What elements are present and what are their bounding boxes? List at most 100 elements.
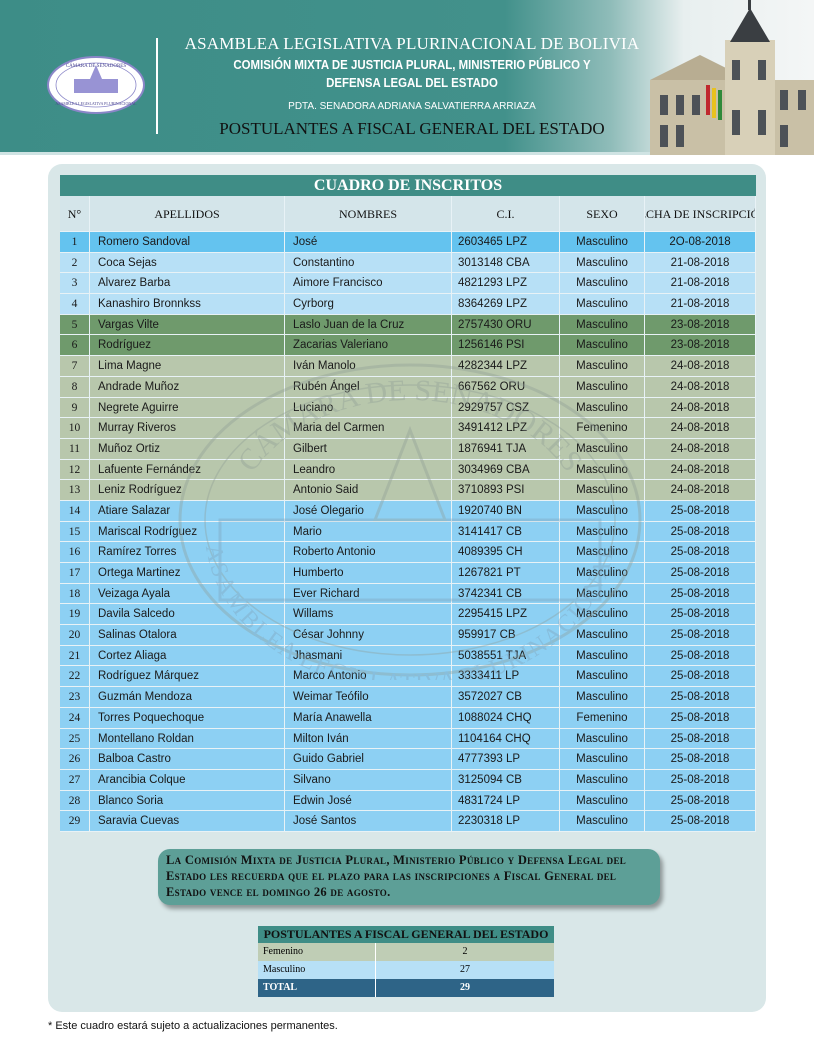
header-divider <box>156 38 158 134</box>
cell-number: 22 <box>60 666 90 687</box>
cell-number: 17 <box>60 563 90 583</box>
cell-date: 24-08-2018 <box>645 480 756 500</box>
cell-number: 5 <box>60 314 90 335</box>
cell-surnames: Davila Salcedo <box>90 604 285 625</box>
cell-ci: 959917 CB <box>452 625 560 645</box>
cell-ci: 1104164 CHQ <box>452 728 560 749</box>
cell-surnames: Lafuente Fernández <box>90 459 285 480</box>
cell-surnames: Ramírez Torres <box>90 542 285 562</box>
cell-names: Aimore Francisco <box>285 273 452 294</box>
cell-date: 25-08-2018 <box>645 687 756 707</box>
cell-number: 6 <box>60 335 90 356</box>
cell-sex: Masculino <box>560 480 645 500</box>
senate-seal-logo: CÁMARA DE SENADORES ASAMBLEA LEGISLATIVA… <box>47 56 145 114</box>
cell-date: 25-08-2018 <box>645 707 756 728</box>
table-row: 16 Ramírez Torres Roberto Antonio 4089395 C… <box>60 542 756 563</box>
table-row: 7 Lima Magne Iván Manolo 4282344 LPZ Masculi… <box>60 356 756 377</box>
svg-text:ASAMBLEA LEGISLATIVA PLURINACI: ASAMBLEA LEGISLATIVA PLURINACIONAL <box>55 101 137 106</box>
cell-ci: 4089395 CH <box>452 542 560 562</box>
cell-date: 24-08-2018 <box>645 356 756 376</box>
cell-names: Marco Antonio <box>285 666 452 687</box>
cell-ci: 5038551 TJA <box>452 645 560 666</box>
cell-date: 25-08-2018 <box>645 521 756 542</box>
cell-sex: Masculino <box>560 769 645 790</box>
cell-names: Maria del Carmen <box>285 418 452 438</box>
cell-number: 3 <box>60 273 90 294</box>
cell-number: 25 <box>60 728 90 749</box>
col-header-number: N° <box>60 196 90 231</box>
cell-surnames: Romero Sandoval <box>90 232 285 252</box>
cell-date: 2O-08-2018 <box>645 232 756 252</box>
cell-ci: 1920740 BN <box>452 500 560 521</box>
cell-date: 25-08-2018 <box>645 563 756 583</box>
table-row: 19 Davila Salcedo Willams 2295415 LPZ Mascul… <box>60 604 756 626</box>
cell-sex: Masculino <box>560 811 645 831</box>
cell-surnames: Leniz Rodríguez <box>90 480 285 500</box>
cell-sex: Masculino <box>560 376 645 397</box>
table-row: 2 Coca Sejas Constantino 3013148 CBA Masculi… <box>60 252 756 274</box>
cell-number: 8 <box>60 376 90 397</box>
cell-date: 24-08-2018 <box>645 459 756 480</box>
cell-date: 25-08-2018 <box>645 811 756 831</box>
cell-ci: 4282344 LPZ <box>452 356 560 376</box>
cell-names: Edwin José <box>285 790 452 811</box>
cell-ci: 1256146 PSI <box>452 335 560 356</box>
cell-surnames: Veizaga Ayala <box>90 583 285 604</box>
cell-sex: Masculino <box>560 521 645 542</box>
cell-ci: 3013148 CBA <box>452 252 560 273</box>
table-row: 21 Cortez Aliaga Jhasmani 5038551 TJA Mascul… <box>60 645 756 667</box>
cell-surnames: Vargas Vilte <box>90 314 285 335</box>
cell-surnames: Rodríguez Márquez <box>90 666 285 687</box>
summary-row-female: Femenino 2 <box>258 943 554 961</box>
cell-names: Humberto <box>285 563 452 583</box>
cell-ci: 2929757 CSZ <box>452 397 560 418</box>
cell-sex: Masculino <box>560 397 645 418</box>
cell-ci: 3742341 CB <box>452 583 560 604</box>
cell-surnames: Lima Magne <box>90 356 285 376</box>
cell-names: Cyrborg <box>285 294 452 314</box>
table-row: 22 Rodríguez Márquez Marco Antonio 3333411 … <box>60 666 756 688</box>
cell-surnames: Ortega Martinez <box>90 563 285 583</box>
table-row: 8 Andrade Muñoz Rubén Ángel 667562 ORU Mascu… <box>60 376 756 398</box>
table-row: 1 Romero Sandoval José 2603465 LPZ Masculino… <box>60 232 756 253</box>
president-name: PDTA. SENADORA ADRIANA SALVATIERRA ARRIA… <box>288 101 536 112</box>
cell-surnames: Andrade Muñoz <box>90 376 285 397</box>
summary-table: POSTULANTES A FISCAL GENERAL DEL ESTADO … <box>258 926 554 997</box>
cell-names: Antonio Said <box>285 480 452 500</box>
table-row: 3 Alvarez Barba Aimore Francisco 4821293 LP… <box>60 273 756 295</box>
cell-sex: Masculino <box>560 500 645 521</box>
cell-number: 1 <box>60 232 90 252</box>
summary-row-total: TOTAL 29 <box>258 979 554 997</box>
cell-surnames: Coca Sejas <box>90 252 285 273</box>
cell-sex: Masculino <box>560 335 645 356</box>
table-title: CUADRO DE INSCRITOS <box>60 175 756 196</box>
table-row: 26 Balboa Castro Guido Gabriel 4777393 LP Ma… <box>60 749 756 770</box>
legislative-palace-image <box>650 0 814 155</box>
cell-sex: Masculino <box>560 666 645 687</box>
cell-surnames: Blanco Soria <box>90 790 285 811</box>
cell-sex: Femenino <box>560 418 645 438</box>
cell-date: 25-08-2018 <box>645 728 756 749</box>
cell-surnames: Montellano Roldan <box>90 728 285 749</box>
table-row: 27 Arancibia Colque Silvano 3125094 CB Mascu… <box>60 769 756 791</box>
cell-surnames: Atiare Salazar <box>90 500 285 521</box>
table-row: 6 Rodríguez Zacarias Valeriano 1256146 PSI M… <box>60 335 756 357</box>
svg-text:CÁMARA DE SENADORES: CÁMARA DE SENADORES <box>66 63 127 69</box>
commission-name: COMISIÓN MIXTA DE JUSTICIA PLURAL, MINIS… <box>233 57 591 90</box>
cell-names: Leandro <box>285 459 452 480</box>
cell-ci: 3141417 CB <box>452 521 560 542</box>
cell-sex: Masculino <box>560 728 645 749</box>
cell-names: Laslo Juan de la Cruz <box>285 314 452 335</box>
cell-names: Rubén Ángel <box>285 376 452 397</box>
cell-date: 25-08-2018 <box>645 625 756 645</box>
col-header-ci: C.I. <box>452 196 560 231</box>
cell-number: 4 <box>60 294 90 314</box>
cell-names: Zacarias Valeriano <box>285 335 452 356</box>
cell-names: Mario <box>285 521 452 542</box>
cell-date: 25-08-2018 <box>645 749 756 769</box>
cell-surnames: Murray Riveros <box>90 418 285 438</box>
cell-names: Silvano <box>285 769 452 790</box>
table-row: 28 Blanco Soria Edwin José 4831724 LP Mascul… <box>60 790 756 812</box>
cell-ci: 3034969 CBA <box>452 459 560 480</box>
cell-ci: 3572027 CB <box>452 687 560 707</box>
